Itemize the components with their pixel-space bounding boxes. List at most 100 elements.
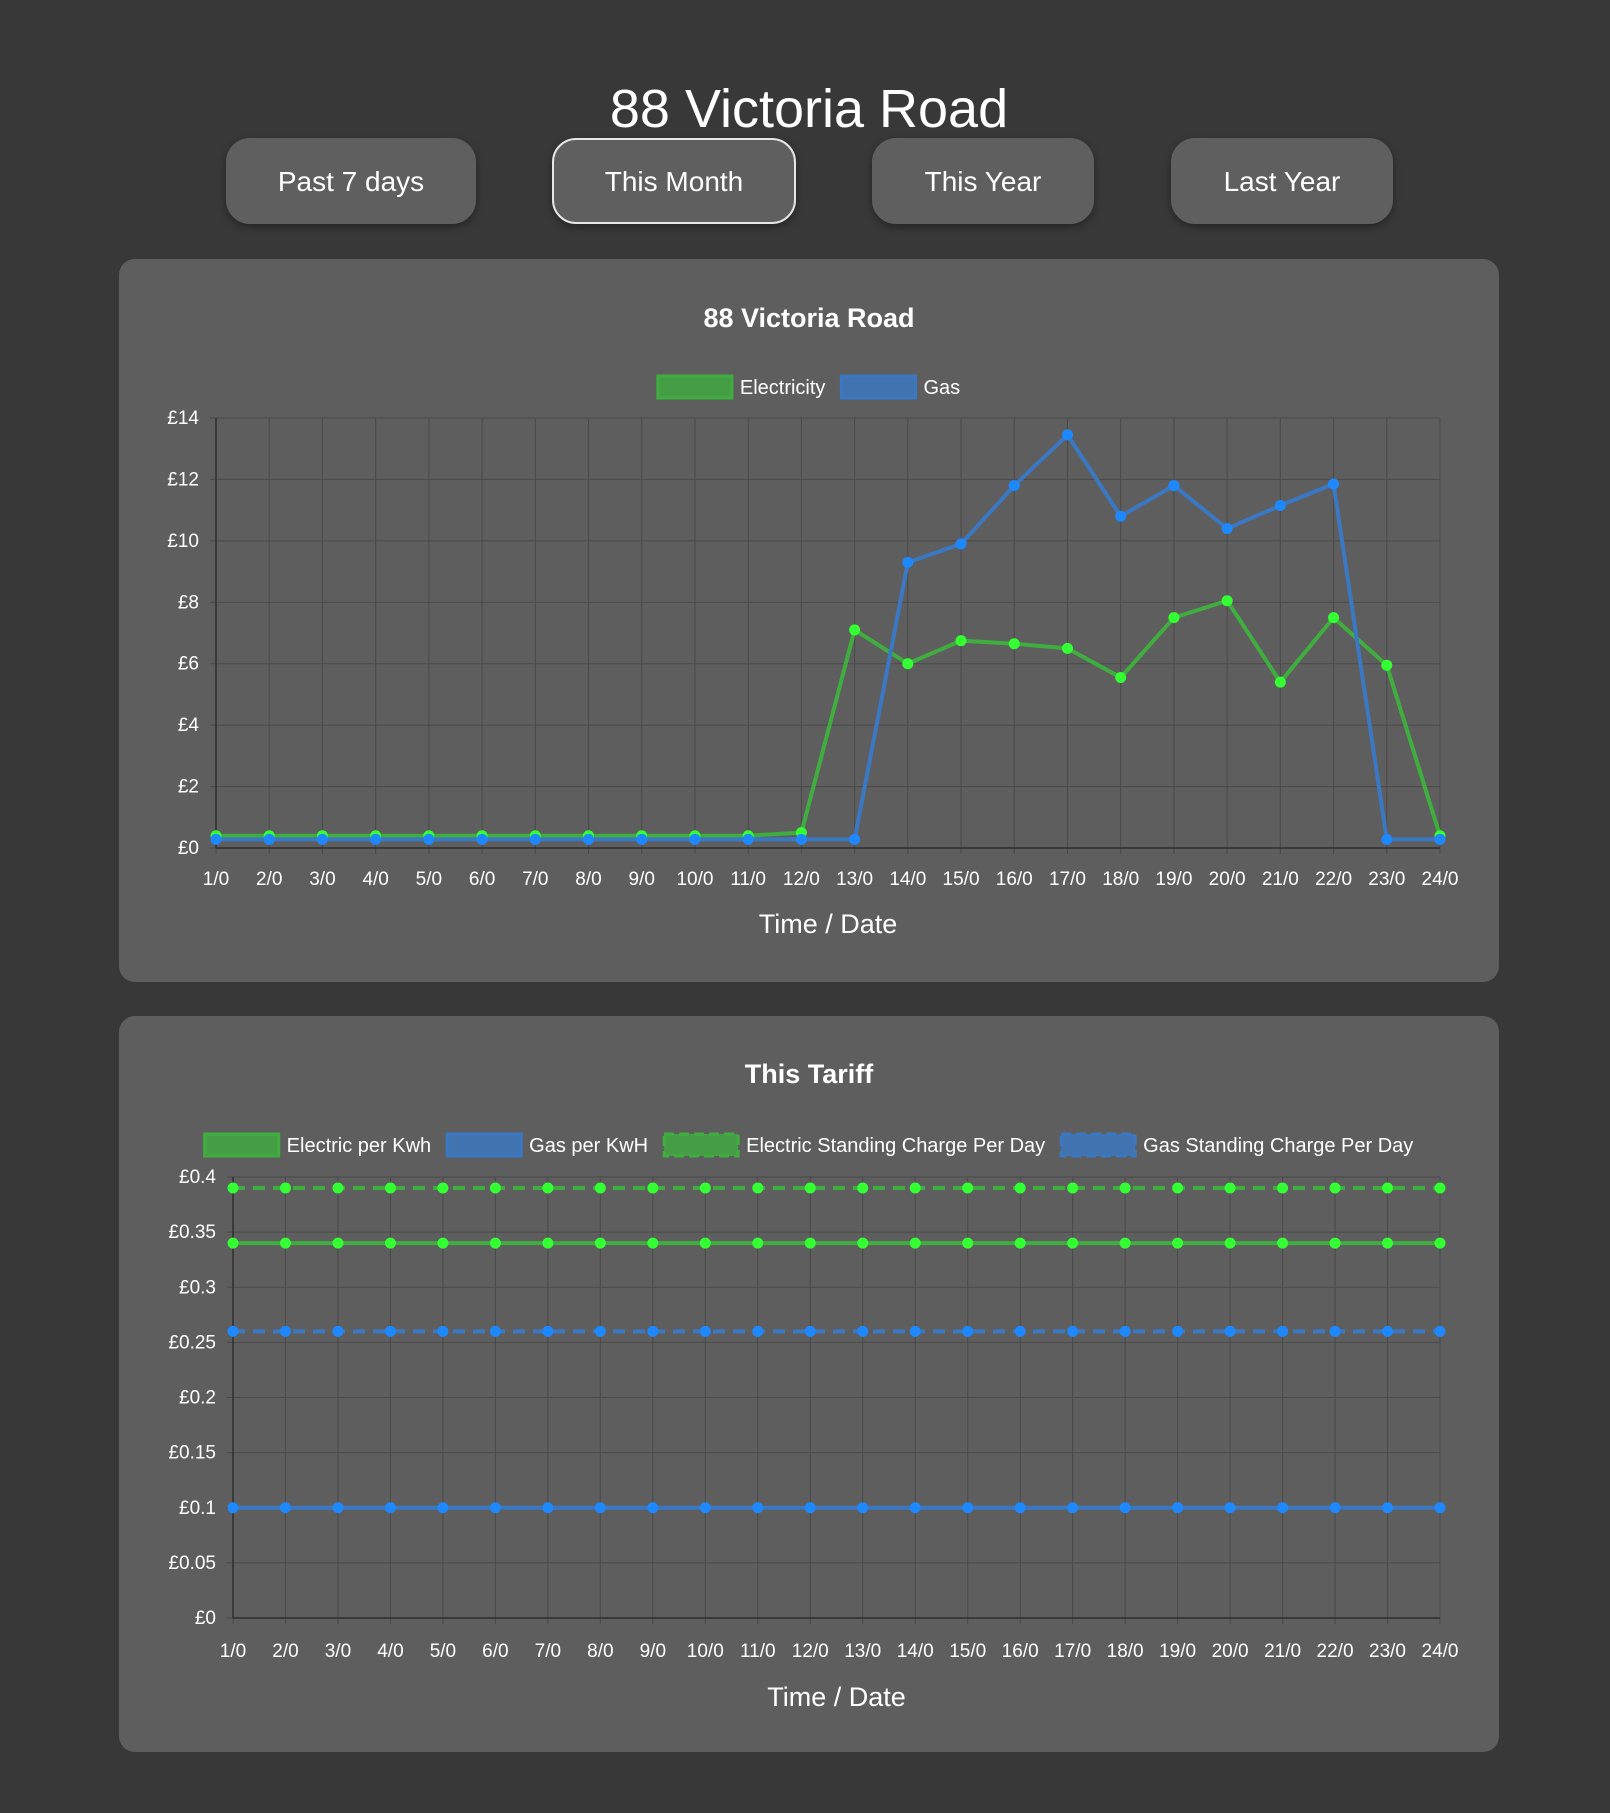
data-point-gas-standing-charge-per-day[interactable] [1119, 1325, 1131, 1337]
data-point-electricity[interactable] [955, 635, 967, 647]
data-point-gas-standing-charge-per-day[interactable] [1014, 1325, 1026, 1337]
data-point-electric-per-kwh[interactable] [542, 1237, 554, 1249]
legend-swatch-electricity[interactable] [656, 374, 734, 400]
data-point-gas-standing-charge-per-day[interactable] [1277, 1325, 1289, 1337]
data-point-electric-standing-charge-per-day[interactable] [699, 1182, 711, 1194]
data-point-electricity[interactable] [849, 624, 861, 636]
data-point-gas-standing-charge-per-day[interactable] [1382, 1325, 1394, 1337]
legend-swatch-electric-per-kwh[interactable] [203, 1132, 281, 1158]
data-point-gas-per-kwh[interactable] [542, 1502, 554, 1514]
data-point-electricity[interactable] [1381, 659, 1393, 671]
data-point-electric-per-kwh[interactable] [1434, 1237, 1446, 1249]
data-point-gas-standing-charge-per-day[interactable] [1224, 1325, 1236, 1337]
data-point-electric-per-kwh[interactable] [1014, 1237, 1026, 1249]
data-point-electric-standing-charge-per-day[interactable] [1382, 1182, 1394, 1194]
data-point-gas[interactable] [636, 833, 648, 845]
legend-label-gas-standing-charge-per-day[interactable]: Gas Standing Charge Per Day [1143, 1135, 1413, 1157]
usage-chart[interactable]: 88 Victoria Road Electricity Gas £0 £2 £4 £6 £8… [119, 259, 1499, 982]
data-point-gas-standing-charge-per-day[interactable] [594, 1325, 606, 1337]
data-point-gas-per-kwh[interactable] [384, 1502, 396, 1514]
data-point-electric-standing-charge-per-day[interactable] [857, 1182, 869, 1194]
last-year-button[interactable]: Last Year [1171, 138, 1393, 224]
data-point-electric-standing-charge-per-day[interactable] [647, 1182, 659, 1194]
series-line-gas[interactable] [216, 432, 1440, 842]
data-point-gas[interactable] [795, 833, 807, 845]
past-7-days-button[interactable]: Past 7 days [226, 138, 476, 224]
data-point-electric-per-kwh[interactable] [1119, 1237, 1131, 1249]
data-point-gas[interactable] [1274, 500, 1286, 512]
data-point-gas[interactable] [849, 833, 861, 845]
data-point-gas-per-kwh[interactable] [594, 1502, 606, 1514]
data-point-electric-per-kwh[interactable] [1382, 1237, 1394, 1249]
data-point-gas[interactable] [370, 833, 382, 845]
data-point-electric-per-kwh[interactable] [1172, 1237, 1184, 1249]
data-point-gas-standing-charge-per-day[interactable] [699, 1325, 711, 1337]
data-point-gas[interactable] [742, 833, 754, 845]
data-point-gas-per-kwh[interactable] [1277, 1502, 1289, 1514]
data-point-gas-per-kwh[interactable] [437, 1502, 449, 1514]
legend-swatch-gas[interactable] [839, 374, 917, 400]
data-point-gas-standing-charge-per-day[interactable] [804, 1325, 816, 1337]
data-point-electric-per-kwh[interactable] [1067, 1237, 1079, 1249]
data-point-gas-standing-charge-per-day[interactable] [752, 1325, 764, 1337]
data-point-gas-standing-charge-per-day[interactable] [437, 1325, 449, 1337]
data-point-electric-per-kwh[interactable] [804, 1237, 816, 1249]
data-point-electric-standing-charge-per-day[interactable] [1277, 1182, 1289, 1194]
data-point-electric-standing-charge-per-day[interactable] [227, 1182, 239, 1194]
data-point-gas-per-kwh[interactable] [1067, 1502, 1079, 1514]
data-point-electric-per-kwh[interactable] [857, 1237, 869, 1249]
legend-label-electric-per-kwh[interactable]: Electric per Kwh [287, 1135, 432, 1157]
data-point-gas-standing-charge-per-day[interactable] [279, 1325, 291, 1337]
data-point-gas-per-kwh[interactable] [909, 1502, 921, 1514]
data-point-gas-per-kwh[interactable] [804, 1502, 816, 1514]
data-point-electric-per-kwh[interactable] [384, 1237, 396, 1249]
data-point-gas-per-kwh[interactable] [1382, 1502, 1394, 1514]
legend-swatch-gas-per-kwh[interactable] [445, 1132, 523, 1158]
data-point-electric-per-kwh[interactable] [752, 1237, 764, 1249]
data-point-electricity[interactable] [1328, 612, 1340, 624]
data-point-gas-per-kwh[interactable] [699, 1502, 711, 1514]
legend-label-gas[interactable]: Gas [923, 377, 960, 399]
data-point-electricity[interactable] [1221, 595, 1233, 607]
data-point-electric-per-kwh[interactable] [437, 1237, 449, 1249]
data-point-electric-per-kwh[interactable] [489, 1237, 501, 1249]
data-point-gas[interactable] [476, 833, 488, 845]
data-point-gas[interactable] [583, 833, 595, 845]
data-point-electricity[interactable] [1274, 676, 1286, 688]
data-point-electric-per-kwh[interactable] [227, 1237, 239, 1249]
data-point-gas-standing-charge-per-day[interactable] [1067, 1325, 1079, 1337]
data-point-gas-per-kwh[interactable] [962, 1502, 974, 1514]
data-point-gas-per-kwh[interactable] [1224, 1502, 1236, 1514]
data-point-electric-standing-charge-per-day[interactable] [1172, 1182, 1184, 1194]
data-point-electric-standing-charge-per-day[interactable] [1434, 1182, 1446, 1194]
data-point-electric-per-kwh[interactable] [962, 1237, 974, 1249]
this-month-button[interactable]: This Month [552, 138, 796, 224]
legend-label-gas-per-kwh[interactable]: Gas per KwH [529, 1135, 648, 1157]
series-line-electricity[interactable] [216, 598, 1442, 838]
this-year-button[interactable]: This Year [872, 138, 1094, 224]
data-point-gas-standing-charge-per-day[interactable] [1172, 1325, 1184, 1337]
data-point-gas-per-kwh[interactable] [1329, 1502, 1341, 1514]
data-point-gas[interactable] [529, 833, 541, 845]
data-point-gas[interactable] [1381, 833, 1393, 845]
data-point-gas-standing-charge-per-day[interactable] [227, 1325, 239, 1337]
data-point-gas[interactable] [1328, 478, 1340, 490]
data-point-gas-per-kwh[interactable] [752, 1502, 764, 1514]
data-point-gas[interactable] [689, 833, 701, 845]
data-point-electric-per-kwh[interactable] [1224, 1237, 1236, 1249]
data-point-electric-standing-charge-per-day[interactable] [752, 1182, 764, 1194]
data-point-gas-per-kwh[interactable] [1014, 1502, 1026, 1514]
data-point-gas-standing-charge-per-day[interactable] [909, 1325, 921, 1337]
data-point-electricity[interactable] [1061, 642, 1073, 654]
data-point-gas-standing-charge-per-day[interactable] [1329, 1325, 1341, 1337]
data-point-gas-per-kwh[interactable] [489, 1502, 501, 1514]
data-point-gas[interactable] [902, 556, 914, 568]
data-point-gas-per-kwh[interactable] [1434, 1502, 1446, 1514]
data-point-gas[interactable] [263, 833, 275, 845]
data-point-electric-standing-charge-per-day[interactable] [594, 1182, 606, 1194]
data-point-electric-per-kwh[interactable] [909, 1237, 921, 1249]
data-point-electric-standing-charge-per-day[interactable] [909, 1182, 921, 1194]
data-point-gas-per-kwh[interactable] [1119, 1502, 1131, 1514]
legend-label-electricity[interactable]: Electricity [740, 377, 826, 399]
data-point-gas-standing-charge-per-day[interactable] [647, 1325, 659, 1337]
